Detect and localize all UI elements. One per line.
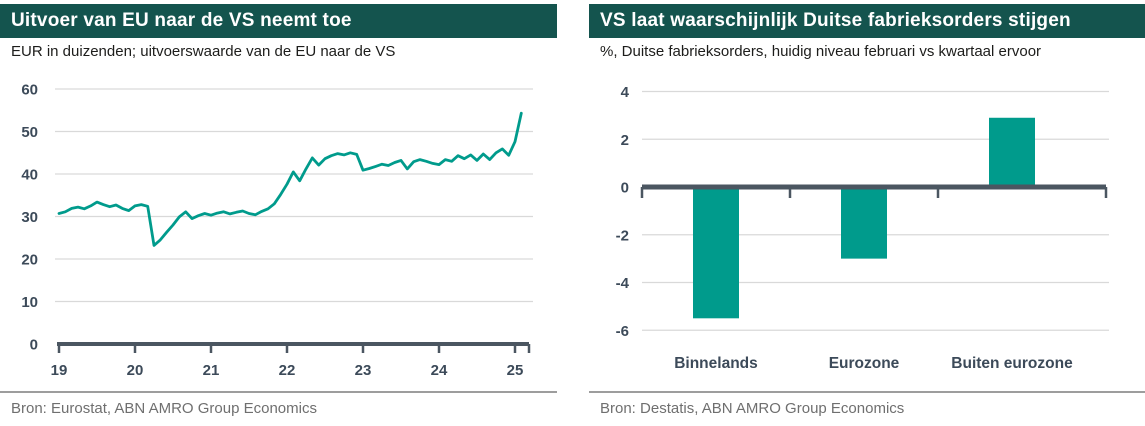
bar-chart-svg: 4 2 0 -2 -4 -6 Binnelands Eurozone Buiten eurozo…	[616, 84, 1109, 372]
line-chart-title-bar: Uitvoer van EU naar de VS neemt toe	[0, 4, 557, 38]
bar-chart-title: VS laat waarschijnlijk Duitse fabrieksor…	[600, 10, 1071, 31]
bar-chart-source-divider	[589, 391, 1145, 393]
line-chart-subtitle: EUR in duizenden; uitvoerswaarde van de …	[11, 43, 396, 60]
line-chart-svg: 60 50 40 30 20 10 0 19 20 21 22 23 24 25	[21, 82, 533, 379]
category-label: Eurozone	[829, 355, 900, 372]
bar-chart-subtitle: %, Duitse fabrieksorders, huidig niveau …	[600, 43, 1042, 60]
y-axis-tick-label: 30	[21, 209, 38, 226]
y-axis-tick-label: 2	[621, 132, 629, 149]
line-chart-source-divider	[0, 391, 557, 393]
line-chart-panel: Uitvoer van EU naar de VS neemt toe EUR …	[0, 0, 557, 426]
x-axis-tick-label: 19	[51, 362, 68, 379]
x-axis-tick-label: 24	[431, 362, 448, 379]
bar-chart-source: Bron: Destatis, ABN AMRO Group Economics	[600, 400, 905, 417]
y-axis-tick-label: -6	[616, 323, 629, 340]
bar	[989, 117, 1035, 187]
category-label: Buiten eurozone	[951, 355, 1073, 372]
y-axis-tick-label: 0	[621, 180, 629, 197]
bar-chart-title-bar: VS laat waarschijnlijk Duitse fabrieksor…	[589, 4, 1145, 38]
y-axis-tick-label: -4	[616, 275, 630, 292]
y-axis-tick-label: 40	[21, 167, 38, 184]
y-axis-tick-label: 10	[21, 294, 38, 311]
line-chart-source: Bron: Eurostat, ABN AMRO Group Economics	[11, 400, 317, 417]
y-axis-tick-label: 60	[21, 82, 38, 99]
x-axis-tick-label: 25	[507, 362, 524, 379]
y-axis-tick-label: 0	[30, 337, 38, 354]
y-axis-tick-label: 4	[621, 84, 630, 101]
y-axis-tick-label: -2	[616, 227, 629, 244]
x-axis-tick-label: 21	[203, 362, 220, 379]
x-axis-tick-label: 22	[279, 362, 296, 379]
y-axis-tick-label: 50	[21, 124, 38, 141]
bar	[693, 187, 739, 319]
y-axis-tick-label: 20	[21, 252, 38, 269]
x-axis-tick-label: 23	[355, 362, 372, 379]
bar-chart-panel: VS laat waarschijnlijk Duitse fabrieksor…	[589, 0, 1145, 426]
line-chart-title: Uitvoer van EU naar de VS neemt toe	[11, 10, 352, 31]
x-axis-tick-label: 20	[127, 362, 144, 379]
bar	[841, 187, 887, 259]
category-label: Binnelands	[674, 355, 758, 372]
data-line	[57, 111, 523, 247]
